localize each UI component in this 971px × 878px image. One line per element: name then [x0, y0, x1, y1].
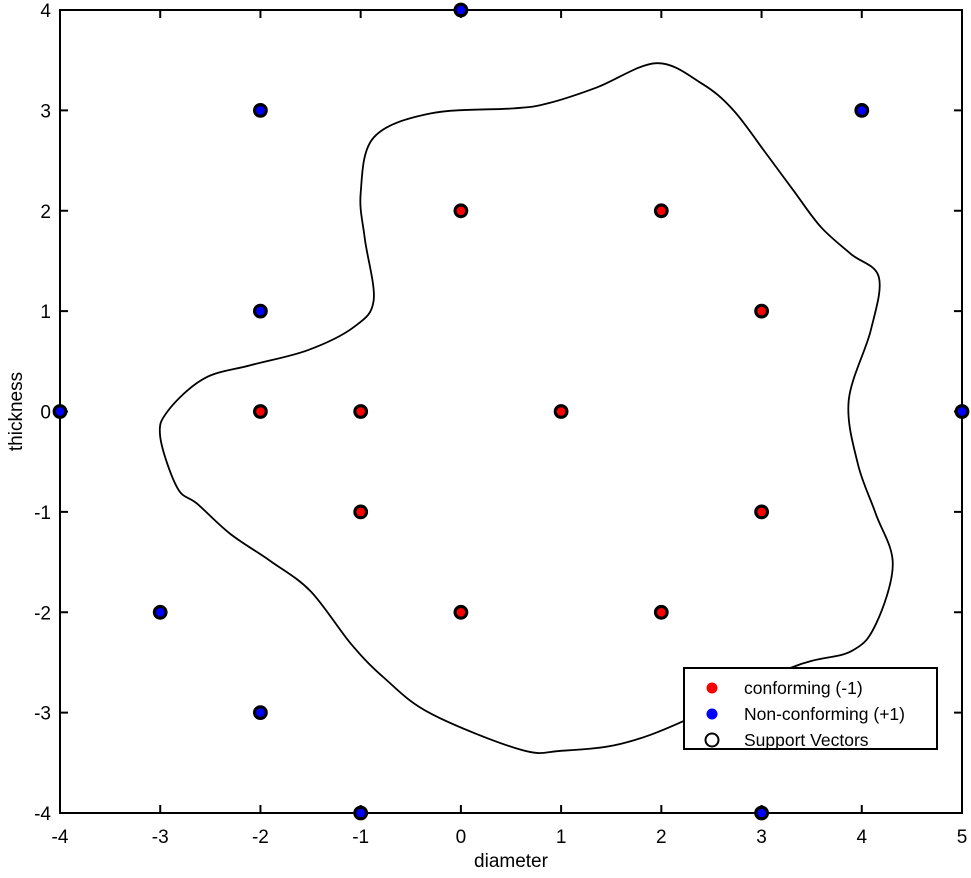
data-point-conforming	[654, 204, 668, 218]
support-vector-ring	[653, 203, 669, 219]
legend-item: Support Vectors	[704, 730, 869, 750]
data-point-nonconforming	[354, 806, 368, 820]
support-vector-ring	[453, 604, 469, 620]
legend-item: conforming (-1)	[706, 678, 863, 698]
support-vector-ring	[353, 805, 369, 821]
support-vector-ring	[653, 604, 669, 620]
data-point-nonconforming	[253, 103, 268, 118]
legend-item-label: Non-conforming (+1)	[744, 704, 905, 724]
data-point-nonconforming	[754, 806, 769, 820]
data-point-conforming	[253, 404, 268, 419]
support-vector-ring	[353, 404, 369, 419]
y-tick-label: 4	[40, 1, 51, 22]
x-tick-label: -3	[152, 827, 169, 848]
support-vector-ring	[854, 103, 870, 118]
data-point-nonconforming	[253, 304, 268, 318]
y-tick-label: 3	[40, 101, 51, 122]
legend-marker-filled-circle-icon	[706, 682, 718, 694]
y-tick-label: 0	[40, 403, 51, 424]
x-axis-label: diameter	[474, 851, 549, 872]
x-tick-label: 0	[456, 827, 467, 848]
data-point-conforming	[754, 304, 769, 318]
legend-marker-filled-circle-icon	[706, 708, 718, 720]
x-tick-label: 4	[856, 827, 867, 848]
data-point-conforming	[354, 505, 368, 519]
legend-box	[683, 667, 938, 750]
data-point-conforming	[654, 605, 668, 619]
x-tick-label: 3	[756, 827, 767, 848]
support-vector-ring	[453, 2, 469, 18]
legend-marker-open-circle-icon	[704, 732, 720, 748]
legend-item: Non-conforming (+1)	[706, 704, 905, 724]
legend: conforming (-1) Non-conforming (+1) Suppor…	[683, 667, 938, 750]
data-points	[52, 2, 970, 821]
support-vector-ring	[754, 303, 769, 319]
support-vector-ring	[252, 303, 268, 319]
y-tick-label: -4	[34, 804, 51, 825]
data-point-nonconforming	[253, 705, 268, 720]
y-tick-label: -2	[34, 603, 51, 624]
support-vector-ring	[754, 805, 769, 821]
data-point-conforming	[354, 404, 368, 419]
x-tick-label: 2	[656, 827, 667, 848]
support-vector-ring	[152, 604, 168, 620]
support-vector-ring	[252, 705, 268, 720]
data-point-nonconforming	[53, 404, 67, 419]
y-tick-label: 2	[40, 202, 51, 223]
support-vector-ring	[553, 404, 569, 419]
support-vector-ring	[754, 504, 769, 520]
y-tick-label: 1	[40, 302, 51, 323]
data-point-nonconforming	[855, 103, 869, 118]
x-tick-label: 1	[556, 827, 567, 848]
support-vector-ring	[954, 404, 970, 419]
y-tick-label: -3	[34, 704, 51, 725]
support-vector-ring	[252, 103, 268, 118]
x-tick-label: -4	[52, 827, 69, 848]
decision-boundary-curve	[158, 62, 894, 755]
data-point-conforming	[454, 605, 468, 619]
legend-item-label: conforming (-1)	[744, 678, 863, 698]
support-vector-ring	[252, 404, 268, 419]
data-point-conforming	[554, 404, 568, 419]
support-vector-ring	[52, 404, 68, 419]
x-tick-label: 5	[957, 827, 968, 848]
data-point-nonconforming	[454, 3, 468, 17]
data-point-nonconforming	[153, 605, 167, 619]
data-point-conforming	[754, 505, 769, 519]
data-point-conforming	[454, 204, 468, 218]
y-axis-label: thickness	[6, 372, 27, 451]
y-tick-label: -1	[34, 503, 51, 524]
data-point-nonconforming	[955, 404, 969, 419]
x-tick-label: -1	[352, 827, 369, 848]
x-tick-label: -2	[252, 827, 269, 848]
support-vector-ring	[453, 203, 469, 219]
legend-item-label: Support Vectors	[744, 730, 869, 750]
support-vector-ring	[353, 504, 369, 520]
